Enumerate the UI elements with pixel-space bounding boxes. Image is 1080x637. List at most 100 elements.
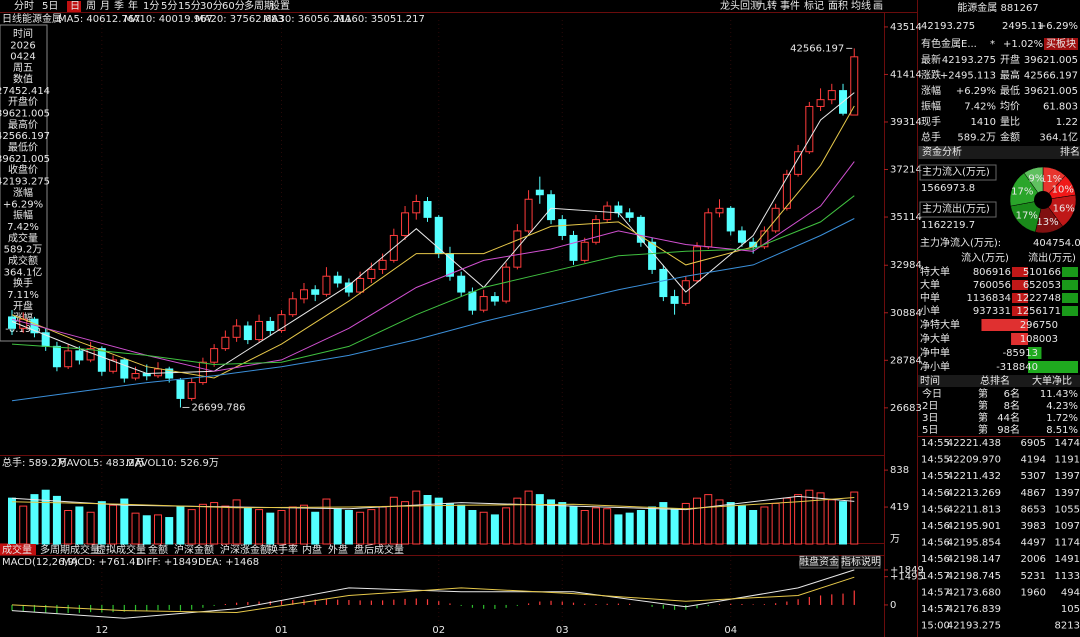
volume-bar xyxy=(558,502,567,545)
volume-bar xyxy=(681,502,690,545)
net-label: 净特大单 xyxy=(920,318,960,331)
tick-volume: 2006 xyxy=(1021,554,1046,565)
period-tab[interactable]: 设置 xyxy=(270,0,290,12)
fund-tab[interactable]: 资金分析 xyxy=(922,145,962,158)
tool-button[interactable]: 九转 xyxy=(757,0,777,12)
candle-body xyxy=(457,275,466,293)
indicator-button[interactable]: 指标说明 xyxy=(841,555,881,568)
rank-header: 总排名 xyxy=(980,374,1010,387)
period-tab[interactable]: 周 xyxy=(86,0,96,12)
indicator-tab[interactable]: 内盘 xyxy=(302,543,322,556)
indicator-tab[interactable]: 盘后成交量 xyxy=(354,543,404,556)
tick-time: 15:00 xyxy=(921,621,950,632)
quote-value: +2495.113 xyxy=(940,71,996,82)
rank-tab[interactable]: 排名 xyxy=(1060,145,1080,158)
indicator-button[interactable]: 融盘资金 xyxy=(799,555,839,568)
net-label: 净大单 xyxy=(920,332,950,345)
net-label: 净小单 xyxy=(920,360,950,373)
volume-bar xyxy=(210,502,219,545)
period-tab[interactable]: 多周期 xyxy=(244,0,274,12)
period-tab[interactable]: 15分 xyxy=(178,0,201,12)
button-box[interactable] xyxy=(799,555,839,569)
quote-value: 61.803 xyxy=(1043,102,1078,113)
sector-button[interactable]: 买板块 xyxy=(1046,37,1076,50)
tool-button[interactable]: 画 xyxy=(873,1,883,12)
tick-volume: 4497 xyxy=(1021,538,1046,549)
candle-body xyxy=(603,205,612,221)
tick-time: 14:56 xyxy=(921,504,950,515)
net-label: 主力净流入(万元): xyxy=(920,236,1001,249)
indicator-tab[interactable]: 沪深涨金额 xyxy=(220,543,270,556)
tool-button[interactable]: 均线 xyxy=(851,0,871,12)
candle-body xyxy=(187,382,196,399)
volume-bar xyxy=(120,498,129,545)
volume-bar xyxy=(636,509,645,545)
period-tab[interactable]: 30分 xyxy=(200,0,223,12)
candle-body xyxy=(243,325,252,341)
indicator-tab[interactable]: 多周期成交量 xyxy=(40,543,100,556)
info-item: 成交量 xyxy=(8,231,38,244)
volume-bar xyxy=(648,506,657,545)
tick-price: 42211.813 xyxy=(947,504,1001,515)
period-tab[interactable]: 60分 xyxy=(222,0,245,12)
period-tab[interactable]: 季 xyxy=(114,0,124,12)
info-item: 0424 xyxy=(10,52,35,63)
indicator-tab[interactable]: 沪深金额 xyxy=(174,543,214,556)
candle-body xyxy=(176,379,185,399)
info-item: 开盘价 xyxy=(8,95,38,108)
tick-time: 14:55 xyxy=(921,438,950,449)
info-item: 数值 xyxy=(13,72,33,85)
tick-price: 42176.839 xyxy=(947,604,1001,615)
y-tick-label: 39314 xyxy=(890,117,922,128)
period-tab[interactable]: 日 xyxy=(70,1,80,12)
rank-cell: 1.72% xyxy=(1046,413,1078,424)
period-tab[interactable]: 月 xyxy=(100,0,110,12)
tool-button[interactable]: 事件 xyxy=(780,0,800,12)
indicator-tab[interactable]: 换手率 xyxy=(268,543,298,556)
period-tab[interactable]: 1分 xyxy=(143,0,159,12)
period-tab[interactable]: 分时 xyxy=(14,0,34,12)
sector-button-box[interactable] xyxy=(1044,38,1078,50)
pie-label: 9% xyxy=(1028,174,1044,185)
quote-value: 42566.197 xyxy=(1024,71,1078,82)
candle-body xyxy=(266,320,275,332)
candle-body xyxy=(97,348,106,372)
candle-body xyxy=(131,373,140,379)
tool-button[interactable]: 面积 xyxy=(828,0,848,12)
indicator-tab[interactable]: 金额 xyxy=(148,543,168,556)
net-value: 108003 xyxy=(1020,334,1058,345)
period-tab[interactable]: 5日 xyxy=(42,1,58,12)
period-tab[interactable]: 年 xyxy=(128,0,138,12)
flow-cell xyxy=(1012,293,1028,303)
net-label: 净中单 xyxy=(920,346,950,359)
rank-cell: 11.43% xyxy=(1040,389,1078,400)
y-tick-label: 419 xyxy=(890,502,909,513)
indicator-tab[interactable]: 成交量 xyxy=(2,543,32,556)
pie-label: 17% xyxy=(1011,187,1033,198)
indicator-tab[interactable]: 外盘 xyxy=(328,543,348,556)
candle-body xyxy=(401,212,410,236)
volume-bar xyxy=(693,497,702,545)
candle-body xyxy=(153,368,162,377)
candle-body xyxy=(120,359,129,379)
tool-button[interactable]: 标记 xyxy=(804,0,824,12)
rank-cell: 第 xyxy=(978,423,988,436)
ma-line xyxy=(11,161,855,372)
quote-label: 金额 xyxy=(1000,131,1020,144)
tool-button[interactable]: 龙头回测 xyxy=(720,0,760,12)
volume-bar xyxy=(524,490,533,545)
button-box[interactable] xyxy=(841,555,881,569)
panel-title: 能源金属 881267 xyxy=(957,1,1038,14)
period-tab[interactable]: 5分 xyxy=(161,0,177,12)
tick-price: 42209.970 xyxy=(947,455,1001,466)
rank-cell: 98名 xyxy=(997,423,1020,436)
macd-legend: DEA: +1468 xyxy=(198,557,259,568)
indicator-tab[interactable]: 虚拟成交量 xyxy=(96,543,146,556)
candle-body xyxy=(614,205,623,214)
volume-bar xyxy=(569,506,578,545)
volume-bar xyxy=(64,509,73,545)
tick-volume: 1960 xyxy=(1021,587,1046,598)
mavol-line xyxy=(11,497,855,510)
